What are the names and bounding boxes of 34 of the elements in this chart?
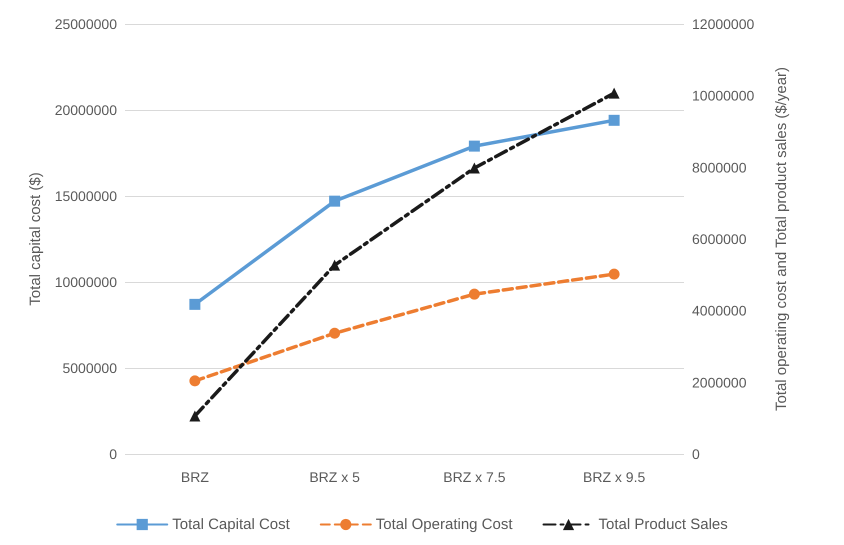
point [189,298,200,310]
y-tick-label: 20000000 [54,102,118,118]
y2-tick-label: 12000000 [692,16,755,32]
y2-tick-label: 10000000 [692,88,755,104]
y-tick-label: 25000000 [54,16,118,32]
y2-tick-label: 4000000 [692,302,747,319]
legend-label: Total Operating Cost [376,516,514,533]
x-tick-label: BRZ x 9.5 [583,469,646,485]
legend-label: Total Product Sales [598,516,728,533]
y2-tick-label: 2000000 [692,374,747,390]
y-axis-title: Total capital cost ($) [27,172,44,306]
y-tick-label: 0 [109,446,118,462]
point [468,162,480,174]
point [468,140,480,152]
x-tick-label: BRZ x 7.5 [443,469,506,485]
x-tick-label: BRZ [180,469,210,485]
y2-axis-title: Total operating cost and Total product sales ($/year) [773,66,790,412]
point [468,288,480,300]
x-tick-label: BRZ x 5 [309,469,360,485]
point [608,268,620,280]
y-tick-label: 10000000 [54,274,118,290]
y2-tick-label: 6000000 [692,231,747,247]
y-tick-label: 15000000 [54,188,118,204]
point [189,410,200,422]
point [608,88,620,99]
y2-tick-label: 0 [692,446,700,462]
point [329,328,340,339]
legend-label: Total Capital Cost [172,516,291,533]
point [608,114,620,126]
point [329,196,340,207]
point [189,375,200,386]
point [329,260,340,271]
y2-tick-label: 8000000 [692,159,747,176]
y-tick-label: 5000000 [62,360,118,376]
